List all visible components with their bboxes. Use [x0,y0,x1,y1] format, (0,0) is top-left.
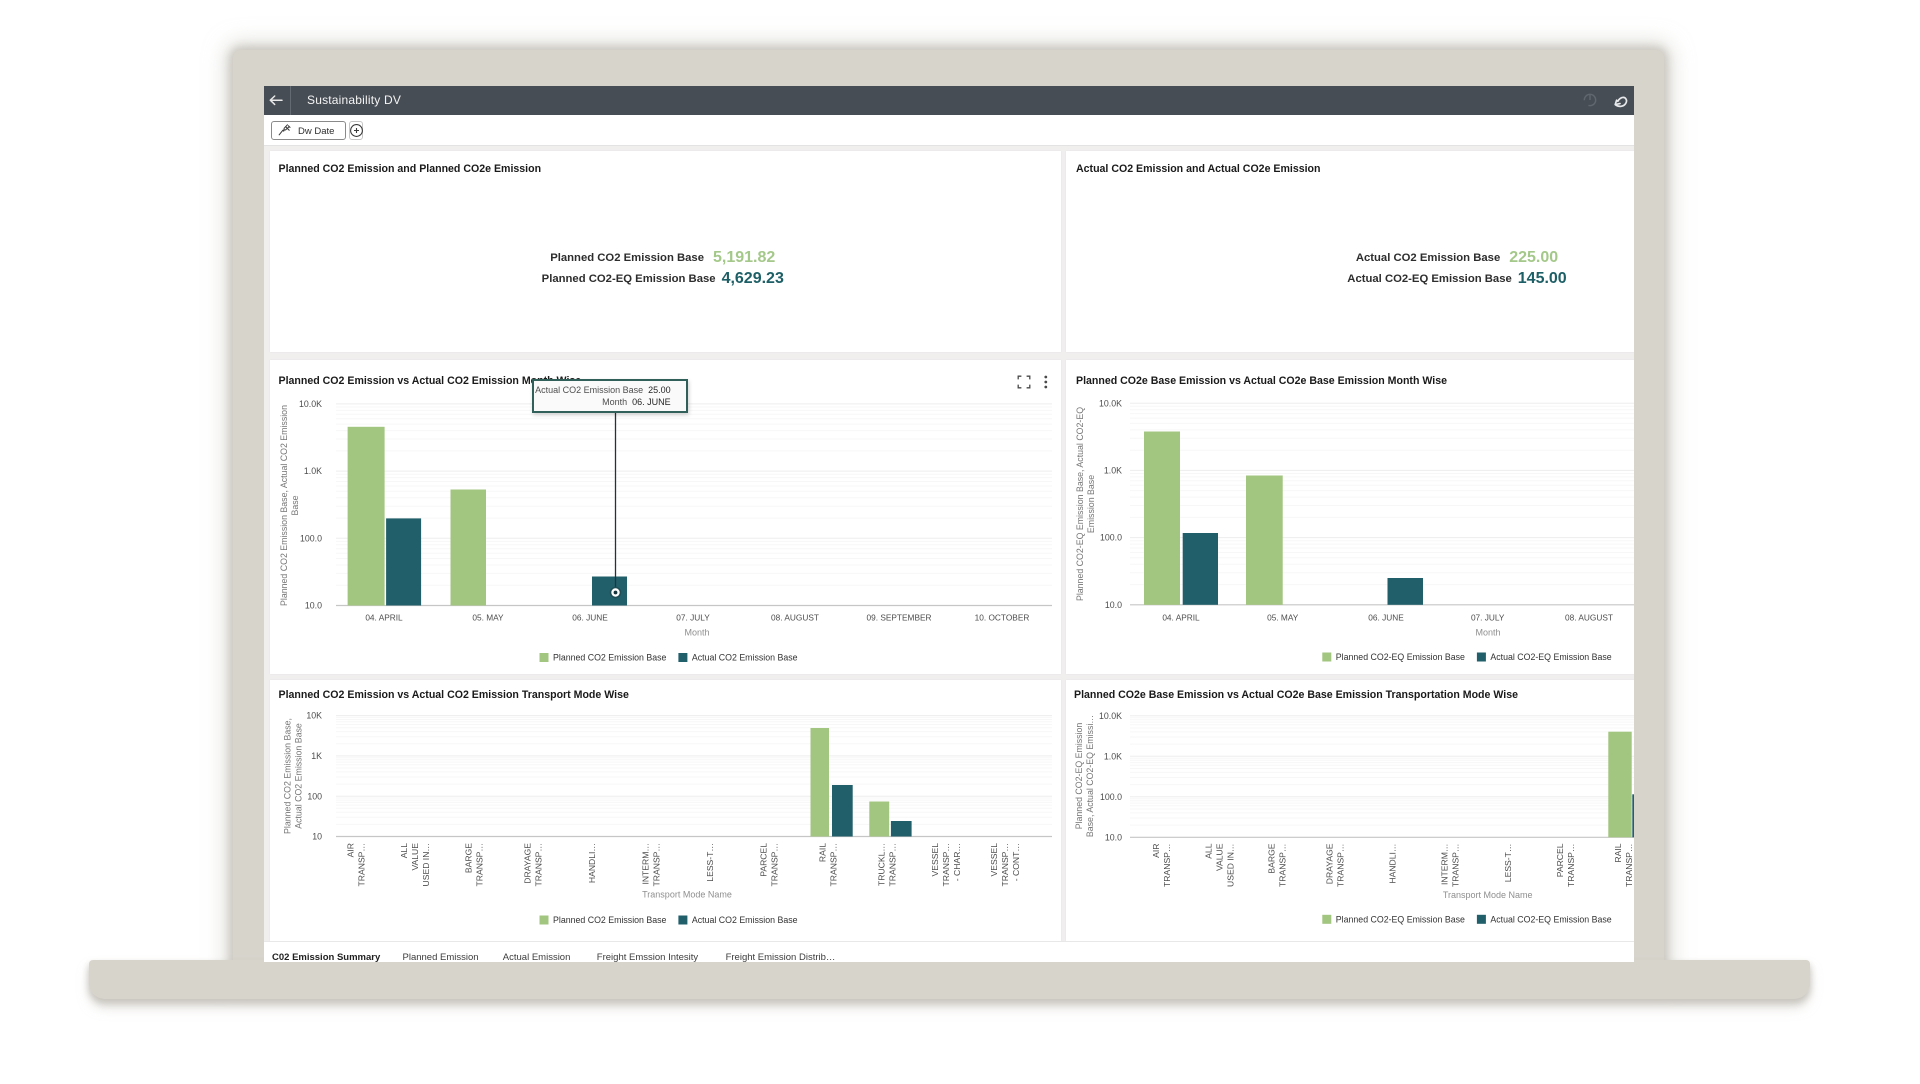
svg-text:TRANSP…: TRANSP… [1162,844,1172,887]
svg-text:10. OCTOBER: 10. OCTOBER [975,612,1030,622]
svg-text:TRANSP…: TRANSP… [357,843,367,886]
svg-text:09. SEPTEMBER: 09. SEPTEMBER [866,612,931,622]
svg-text:10.0K: 10.0K [1099,398,1122,408]
svg-text:Base, Actual CO2-EQ Emissi…: Base, Actual CO2-EQ Emissi… [1085,715,1095,837]
svg-text:TRANSP…: TRANSP… [770,843,780,886]
svg-text:PARCEL: PARCEL [1555,843,1565,877]
svg-text:TRANSP…: TRANSP… [1278,844,1288,887]
svg-text:08. AUGUST: 08. AUGUST [1565,612,1613,622]
svg-text:1.0K: 1.0K [1104,465,1122,475]
svg-text:INTERM…: INTERM… [1440,844,1450,886]
svg-text:TRANSP…: TRANSP… [652,843,662,886]
svg-text:TRANSP…: TRANSP… [1335,844,1345,887]
svg-text:HANDLI…: HANDLI… [1388,844,1398,884]
svg-text:10K: 10K [306,711,322,721]
svg-text:INTERM…: INTERM… [641,843,651,885]
svg-text:TRANSP…: TRANSP… [941,843,951,886]
svg-text:Actual CO2-EQ Emission Base: Actual CO2-EQ Emission Base [1490,915,1611,925]
svg-text:Emission Base: Emission Base [1086,474,1096,532]
svg-text:USED IN…: USED IN… [1225,844,1235,887]
svg-text:Actual CO2 Emission Base: Actual CO2 Emission Base [692,915,798,925]
svg-text:1.0K: 1.0K [1104,751,1122,761]
svg-text:Transport Mode Name: Transport Mode Name [1443,890,1533,900]
svg-text:TRANSP…: TRANSP… [829,843,839,886]
svg-text:RAIL: RAIL [1613,843,1623,862]
svg-text:Actual CO2 Emission Base: Actual CO2 Emission Base [294,723,304,829]
svg-text:100.0: 100.0 [1100,792,1122,802]
svg-text:Base: Base [290,495,300,515]
svg-text:ALL: ALL [1203,843,1213,859]
svg-text:10.0: 10.0 [305,600,322,610]
svg-text:06. JUNE: 06. JUNE [572,612,608,622]
svg-text:- CONT…: - CONT… [1011,843,1021,881]
svg-text:HANDLI…: HANDLI… [587,843,597,883]
svg-text:PARCEL: PARCEL [759,843,769,877]
svg-text:VALUE: VALUE [410,843,420,871]
svg-text:Planned CO2 Emission Base: Planned CO2 Emission Base [553,915,667,925]
svg-text:Planned CO2-EQ Emission: Planned CO2-EQ Emission [1074,723,1084,830]
svg-text:100.0: 100.0 [300,533,322,543]
svg-text:07. JULY: 07. JULY [1471,612,1505,622]
svg-text:BARGE: BARGE [464,843,474,873]
svg-text:10: 10 [312,832,322,842]
svg-text:100: 100 [307,791,322,801]
svg-text:BARGE: BARGE [1267,843,1277,873]
svg-text:Planned CO2 Emission Base, Act: Planned CO2 Emission Base, Actual CO2 Em… [279,404,289,605]
svg-text:10.0: 10.0 [1105,599,1122,609]
svg-text:08. AUGUST: 08. AUGUST [771,612,819,622]
svg-text:Planned CO2-EQ Emission Base: Planned CO2-EQ Emission Base [1336,915,1465,925]
svg-text:RAIL: RAIL [818,843,828,862]
svg-text:LESS-T…: LESS-T… [705,843,715,882]
svg-text:06. JUNE: 06. JUNE [1368,612,1404,622]
svg-text:Month: Month [1475,627,1500,637]
svg-text:TRANSP…: TRANSP… [534,843,544,886]
svg-text:- CHAR…: - CHAR… [952,843,962,881]
svg-text:DRAYAGE: DRAYAGE [1324,843,1334,884]
svg-text:1.0K: 1.0K [304,466,322,476]
svg-text:Planned CO2 Emission Base: Planned CO2 Emission Base [553,652,667,662]
svg-text:04. APRIL: 04. APRIL [365,612,403,622]
svg-text:TRANSP…: TRANSP… [1451,844,1461,887]
svg-text:10.0K: 10.0K [299,399,322,409]
svg-text:04. APRIL: 04. APRIL [1162,612,1200,622]
svg-text:1K: 1K [311,751,322,761]
svg-text:Planned CO2-EQ Emission Base,: Planned CO2-EQ Emission Base, Actual CO2… [1075,406,1085,600]
svg-text:VALUE: VALUE [1214,843,1224,871]
svg-text:VESSEL: VESSEL [989,843,999,877]
svg-text:VESSEL: VESSEL [930,843,940,877]
svg-text:Planned CO2-EQ Emission Base: Planned CO2-EQ Emission Base [1336,652,1465,662]
svg-text:10.0: 10.0 [1105,832,1122,842]
svg-text:Month: Month [684,627,709,637]
svg-text:05. MAY: 05. MAY [1267,612,1299,622]
svg-text:TRANSP…: TRANSP… [888,843,898,886]
svg-text:Actual CO2 Emission Base: Actual CO2 Emission Base [692,652,798,662]
svg-text:TRANSP…: TRANSP… [475,843,485,886]
svg-text:TRANSP…: TRANSP… [1624,844,1634,887]
svg-text:LESS-T…: LESS-T… [1503,844,1513,883]
svg-text:TRANSP…: TRANSP… [1566,844,1576,887]
svg-text:05. MAY: 05. MAY [472,612,504,622]
svg-text:ALL: ALL [399,843,409,859]
svg-text:AIR: AIR [1151,844,1161,858]
svg-text:Transport Mode Name: Transport Mode Name [642,890,732,900]
svg-text:07. JULY: 07. JULY [676,612,710,622]
svg-text:AIR: AIR [346,843,356,857]
svg-text:DRAYAGE: DRAYAGE [523,843,533,884]
svg-text:USED IN…: USED IN… [421,843,431,886]
svg-text:Actual CO2-EQ Emission Base: Actual CO2-EQ Emission Base [1490,652,1611,662]
svg-text:Planned CO2 Emission Base,: Planned CO2 Emission Base, [283,718,293,834]
svg-text:TRUCKL…: TRUCKL… [877,843,887,886]
svg-text:10.0K: 10.0K [1099,711,1122,721]
svg-text:100.0: 100.0 [1100,532,1122,542]
svg-text:TRANSP…: TRANSP… [1000,843,1010,886]
